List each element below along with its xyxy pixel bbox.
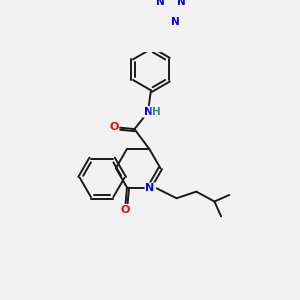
Text: N: N xyxy=(146,183,155,193)
Text: N: N xyxy=(156,0,164,7)
Text: N: N xyxy=(171,17,179,27)
Text: H: H xyxy=(152,107,161,117)
Text: N: N xyxy=(177,0,186,7)
Text: O: O xyxy=(121,205,130,215)
Text: O: O xyxy=(109,122,119,132)
Text: N: N xyxy=(144,107,153,117)
